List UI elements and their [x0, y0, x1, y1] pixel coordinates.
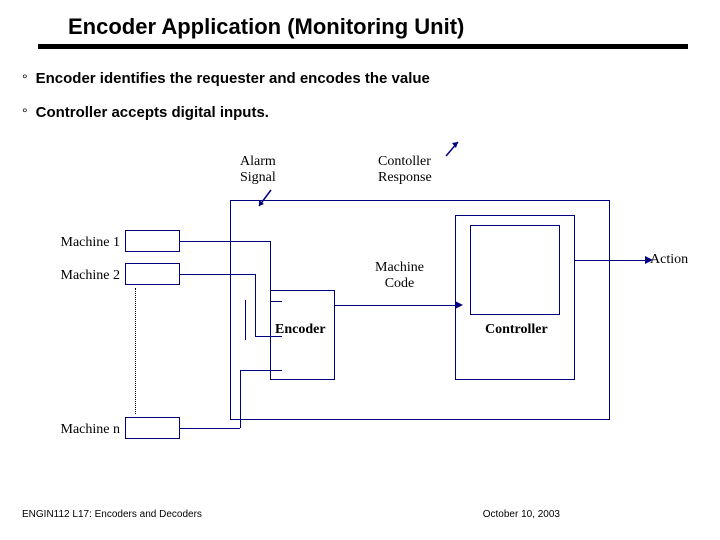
signal-line [180, 274, 255, 275]
signal-line [255, 336, 282, 337]
machine-label: Machine 1 [45, 235, 120, 251]
action-label: Action [650, 252, 688, 268]
machine-label: Machine n [45, 422, 120, 438]
signal-line [270, 301, 282, 302]
alarm-arrow-icon [255, 188, 277, 210]
signal-line [180, 428, 240, 429]
text-line: Alarm [240, 154, 276, 170]
response-arrow-icon [442, 138, 464, 160]
footer-left: ENGIN112 L17: Encoders and Decoders [22, 509, 202, 520]
bullet-item: ° Encoder identifies the requester and e… [22, 70, 430, 88]
title-underline [38, 44, 688, 49]
bullet-marker: ° [22, 104, 28, 122]
signal-line [255, 274, 256, 336]
bullet-list: ° Encoder identifies the requester and e… [22, 70, 430, 138]
alarm-signal-label: Alarm Signal [240, 154, 276, 186]
bullet-text: Encoder identifies the requester and enc… [36, 70, 430, 87]
machine-code-label: Machine Code [375, 260, 424, 292]
signal-line [245, 300, 246, 340]
signal-line [180, 241, 270, 242]
page-title: Encoder Application (Monitoring Unit) [68, 14, 464, 40]
text-line: Machine [375, 260, 424, 276]
action-line [575, 260, 647, 261]
machine-code-line [335, 305, 457, 306]
signal-line [240, 370, 241, 428]
machine-label: Machine 2 [45, 268, 120, 284]
dotted-ellipsis [135, 288, 136, 414]
bullet-item: ° Controller accepts digital inputs. [22, 104, 430, 122]
bullet-marker: ° [22, 70, 28, 88]
text-line: Response [378, 170, 432, 186]
machine-box [125, 230, 180, 252]
diagram-area: Encoder Controller Machine 1 Machine 2 M… [30, 160, 690, 460]
signal-line [270, 241, 271, 301]
encoder-label: Encoder [275, 322, 326, 338]
arrow-icon [455, 301, 463, 309]
text-line: Signal [240, 170, 276, 186]
footer-right: October 10, 2003 [483, 509, 560, 520]
machine-box [125, 417, 180, 439]
text-line: Contoller [378, 154, 432, 170]
controller-label: Controller [485, 322, 548, 338]
bullet-text: Controller accepts digital inputs. [36, 104, 269, 121]
controller-response-label: Contoller Response [378, 154, 432, 186]
text-line: Code [375, 276, 424, 292]
controller-inner-box [470, 225, 560, 315]
signal-line [240, 370, 282, 371]
machine-box [125, 263, 180, 285]
